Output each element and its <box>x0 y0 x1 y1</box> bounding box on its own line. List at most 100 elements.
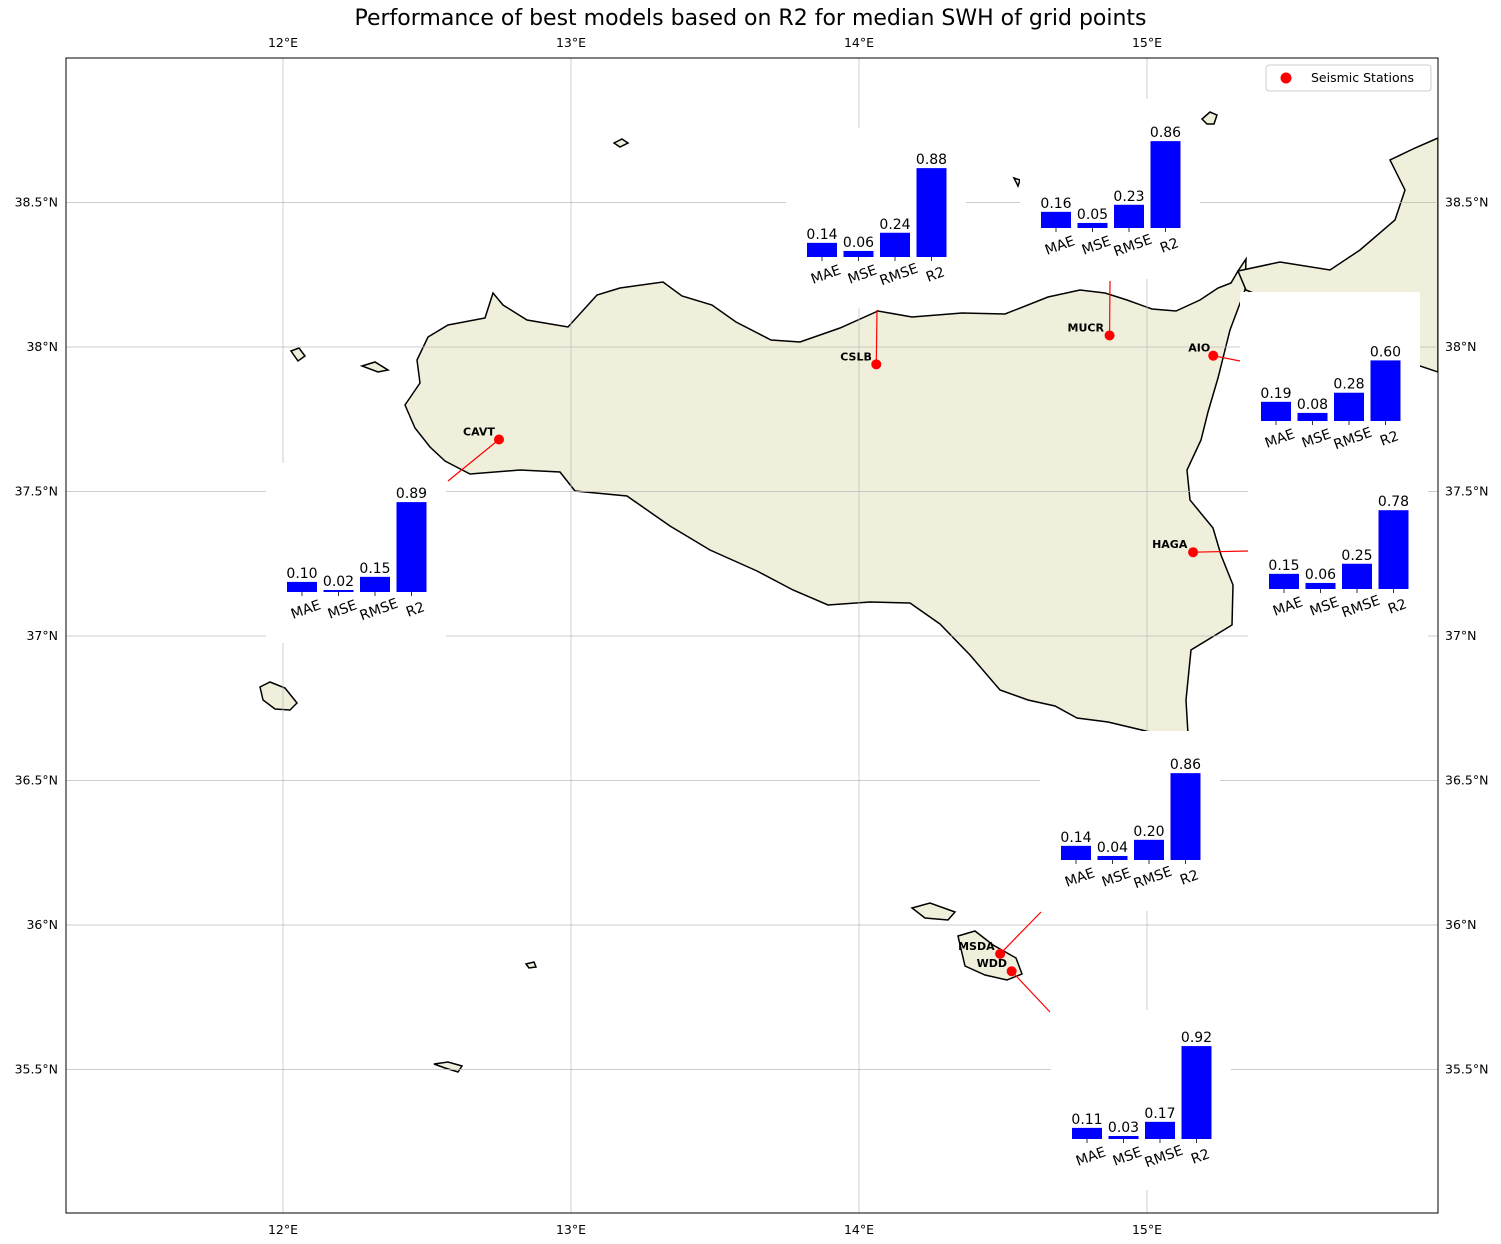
egadi-island-1 <box>289 347 307 363</box>
bar-rmse <box>1134 839 1164 860</box>
bar-value-label: 0.24 <box>879 217 910 233</box>
sicily-landmass <box>404 256 1247 735</box>
lon-tick-top: 14°E <box>844 35 874 50</box>
connector-wdd <box>1011 970 1051 1013</box>
legend-box <box>1265 64 1432 92</box>
bar-value-label: 0.28 <box>1333 377 1364 393</box>
bar-mse <box>1097 855 1128 860</box>
bar-mse <box>843 250 874 257</box>
bar-value-label: 0.05 <box>1077 207 1108 223</box>
bar-r2 <box>396 502 427 592</box>
station-label: HAGA <box>1152 538 1188 551</box>
lampedusa-island <box>433 1061 464 1073</box>
category-label: R2 <box>1189 1146 1212 1167</box>
legend: Seismic Stations <box>1265 64 1432 92</box>
lon-tick-top: 13°E <box>556 35 586 50</box>
bar-value-label: 0.20 <box>1133 824 1164 840</box>
lat-tick-right: 36°N <box>1445 917 1477 932</box>
bar-rmse <box>1342 563 1372 589</box>
lon-tick-bottom: 15°E <box>1132 1222 1162 1237</box>
category-label: R2 <box>404 599 427 620</box>
bar-value-label: 0.15 <box>1268 558 1299 574</box>
station-label: MSDA <box>958 940 995 953</box>
bar-value-label: 0.14 <box>806 227 837 243</box>
bar-mae <box>1261 401 1291 421</box>
lat-tick-left: 38.5°N <box>15 195 58 210</box>
bar-mae <box>1072 1127 1102 1139</box>
lon-tick-top: 12°E <box>268 35 298 50</box>
station-marker-cavt <box>494 434 504 445</box>
bar-value-label: 0.06 <box>843 235 874 251</box>
bar-value-label: 0.08 <box>1297 397 1328 413</box>
station-label: CAVT <box>463 425 495 438</box>
bar-rmse <box>1114 204 1144 228</box>
connector-msda <box>999 911 1042 955</box>
category-label: R2 <box>924 264 947 285</box>
bar-rmse <box>1145 1121 1175 1139</box>
station-marker-haga <box>1188 547 1199 558</box>
station-marker-mucr <box>1104 330 1115 341</box>
category-label: R2 <box>1158 235 1181 256</box>
lon-tick-top: 15°E <box>1132 35 1162 50</box>
bar-value-label: 0.06 <box>1305 567 1336 583</box>
bar-value-label: 0.15 <box>359 561 390 577</box>
station-label: MUCR <box>1068 321 1105 334</box>
bar-value-label: 0.17 <box>1144 1106 1175 1122</box>
bar-mse <box>1077 222 1108 228</box>
bar-value-label: 0.86 <box>1170 757 1201 773</box>
station-label: CSLB <box>840 350 872 363</box>
ustica-island <box>612 138 630 148</box>
category-label: R2 <box>1178 867 1201 888</box>
lat-tick-right: 37.5°N <box>1445 484 1488 499</box>
eolie-islet <box>1012 176 1021 188</box>
bar-mae <box>1041 211 1071 228</box>
bar-value-label: 0.19 <box>1260 386 1291 402</box>
malta-island <box>957 930 1023 981</box>
connector-haga <box>1193 550 1249 553</box>
pantelleria-island <box>259 681 299 711</box>
chart-title: Performance of best models based on R2 f… <box>354 6 1147 31</box>
lat-tick-right: 36.5°N <box>1445 773 1488 788</box>
lat-tick-right: 38°N <box>1445 339 1477 354</box>
connector-cslb <box>875 309 878 365</box>
station-marker-wdd <box>1006 966 1017 977</box>
bar-value-label: 0.86 <box>1150 125 1181 141</box>
bar-mse <box>323 589 354 592</box>
bar-value-label: 0.11 <box>1071 1112 1102 1128</box>
bar-value-label: 0.25 <box>1341 548 1372 564</box>
stromboli-island <box>1200 111 1218 125</box>
bar-mae <box>287 581 317 592</box>
lat-tick-left: 36.5°N <box>15 773 58 788</box>
bar-value-label: 0.88 <box>916 152 947 168</box>
lat-tick-right: 38.5°N <box>1445 195 1488 210</box>
lat-tick-left: 37°N <box>26 628 58 643</box>
category-label: R2 <box>1378 428 1401 449</box>
station-markers: CAVT CSLB MUCR AIO HAGA MSDA WDD <box>463 321 1219 977</box>
bar-mae <box>1269 573 1299 589</box>
legend-marker <box>1280 72 1292 84</box>
bar-r2 <box>1150 141 1181 228</box>
bar-mae <box>1061 845 1091 860</box>
bar-value-label: 0.02 <box>323 574 354 590</box>
lon-tick-bottom: 14°E <box>844 1222 874 1237</box>
bar-value-label: 0.04 <box>1097 840 1128 856</box>
bar-value-label: 0.10 <box>286 566 317 582</box>
bar-r2 <box>1170 773 1201 860</box>
egadi-island-2 <box>359 361 391 373</box>
bar-value-label: 0.23 <box>1113 189 1144 205</box>
bar-r2 <box>1370 360 1401 421</box>
lat-tick-right: 37°N <box>1445 628 1477 643</box>
bar-rmse <box>1334 392 1364 421</box>
station-marker-aio <box>1208 350 1219 361</box>
bar-value-label: 0.92 <box>1181 1030 1212 1046</box>
bar-value-label: 0.60 <box>1370 344 1401 360</box>
bar-value-label: 0.16 <box>1040 196 1071 212</box>
bar-value-label: 0.78 <box>1378 494 1409 510</box>
bar-r2 <box>1378 510 1409 589</box>
bar-value-label: 0.14 <box>1060 830 1091 846</box>
